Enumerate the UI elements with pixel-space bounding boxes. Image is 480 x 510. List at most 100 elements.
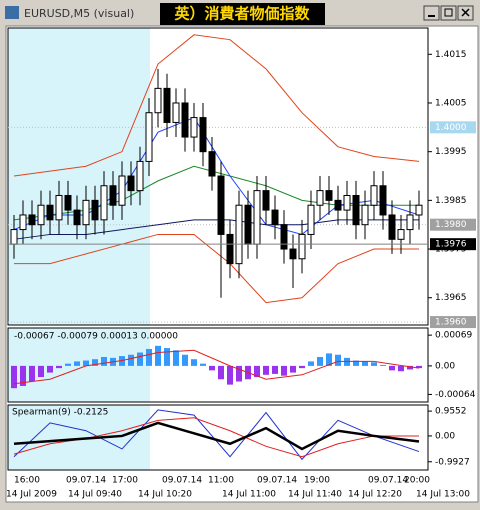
candle-body [28,214,36,226]
candle-body [361,204,369,226]
histogram-bar [326,353,332,366]
candle-body [280,224,288,250]
candle-body [217,175,225,235]
candle-body [370,185,378,206]
panel-title: -0.00067 -0.00079 0.00013 0.00000 [14,332,178,342]
price-marker-box [430,316,476,329]
maximize-button[interactable] [440,5,457,21]
candle-body [181,102,189,138]
candle-body [100,185,108,221]
indicator-line [13,349,420,385]
candle-body [64,194,72,211]
candle-body [10,229,18,245]
price-marker-label: 1.3960 [435,318,467,328]
time-label: 14 Jul 11:00 [222,490,276,500]
histogram-bar [227,365,233,385]
histogram-bar [362,361,368,366]
time-label: 09.07.14 [162,476,202,486]
histogram-bar [83,360,89,366]
candle-body [46,204,54,221]
candle-body [55,194,63,221]
candle-body [298,233,306,260]
last-price-box [430,238,476,251]
candle-body [262,190,270,211]
candle-body [415,204,423,216]
candle-body [289,248,297,260]
candle-body [163,87,171,123]
y-tick-label: -0.00064 [435,390,476,400]
candle-body [325,190,333,201]
histogram-bar [146,348,152,366]
time-label: 14 Jul 11:40 [288,490,342,500]
indicator-line [13,219,419,240]
histogram-bar [236,365,242,382]
y-tick-label: 0.00 [435,361,455,371]
histogram-bar [254,365,260,378]
candle-body [127,175,135,192]
histogram-bar [56,365,62,369]
candle-body [19,214,27,231]
histogram-bar [191,359,197,366]
histogram-bar [407,365,413,370]
y-tick-label: 1.4005 [435,98,467,108]
session-shade [8,28,150,325]
candle-body [406,214,414,231]
histogram-bar [74,361,80,366]
histogram-bar [290,365,296,373]
panel-title: Spearman(9) -0.2125 [12,408,108,418]
histogram-bar [101,356,107,366]
time-label: 09.07.14 [257,476,297,486]
y-tick-label: 0.00 [435,431,455,441]
histogram-bar [308,361,314,366]
histogram-bar [38,365,44,378]
price-marker-box [430,121,476,134]
histogram-bar [416,365,422,369]
histogram-bar [173,350,179,366]
indicator-line [13,34,420,177]
candle-body [244,204,252,245]
panel-border [7,404,429,471]
histogram-bar [20,365,26,386]
candle-body [118,175,126,206]
time-label: 14 Jul 2009 [6,490,57,500]
candle-body [316,190,324,206]
candle-body [145,112,153,162]
time-label: 11:00 [208,476,234,486]
candle-body [352,194,360,226]
overlay-text: 英）消費者物価指数 [174,5,310,23]
candle-body [172,102,180,123]
candle-body [136,160,144,192]
minimize-button[interactable] [423,5,440,21]
histogram-bar [29,365,35,382]
time-label: 14 Jul 09:40 [68,490,122,500]
candle-body [208,151,216,177]
histogram-bar [65,363,71,366]
y-tick-label: 1.4015 [435,50,467,60]
histogram-bar [398,365,404,372]
window-title: EURUSD,M5 (visual) [24,7,134,20]
last-price-label: 1.3976 [435,240,467,250]
candle-body [190,117,198,138]
histogram-bar [335,354,341,366]
histogram-bar [92,359,98,366]
candle-body [307,204,315,235]
window-buttons[interactable] [423,5,474,21]
app-icon [5,6,19,19]
time-label: 16:00 [14,476,40,486]
candle-body [235,204,243,265]
price-marker-label: 1.4000 [435,123,467,133]
histogram-bar [128,354,134,366]
candle-body [199,117,207,153]
candle-body [271,209,279,226]
time-label: 14 Jul 10:20 [138,490,192,500]
time-label: 09.07.14 [66,476,106,486]
histogram-bar [182,354,188,366]
time-label: 14 Jul 13:00 [416,490,470,500]
candle-body [397,229,405,240]
panel-border [7,27,429,326]
indicator-line [13,409,420,461]
candle-body [154,87,162,114]
panel-border [7,327,429,403]
y-tick-label: 1.3995 [435,147,467,157]
